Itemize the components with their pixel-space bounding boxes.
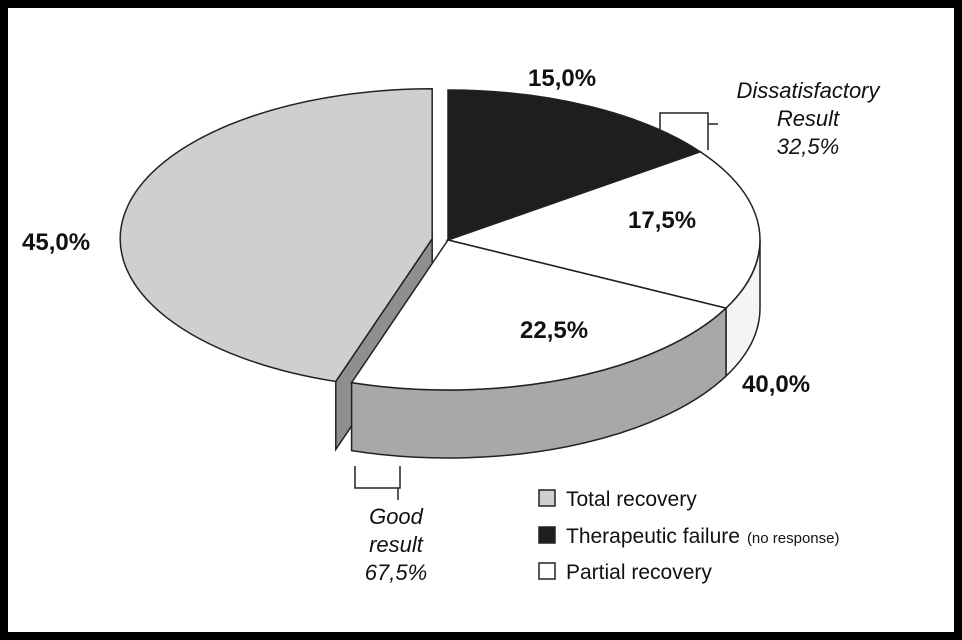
label-therapeutic-failure: 15,0% — [528, 65, 596, 92]
pie-slice-1 — [447, 89, 703, 242]
pie-tops — [119, 88, 761, 391]
dissatisfactory-line1: Dissatisfactory — [736, 78, 881, 103]
legend-label-therapeutic-failure-note: (no response) — [747, 530, 840, 547]
good-result-line2: result — [369, 532, 424, 557]
label-partial-recovery-a: 17,5% — [628, 207, 696, 234]
good-result-line1: Good — [369, 504, 424, 529]
pie-slice-0 — [119, 88, 433, 383]
legend-swatch-total-recovery — [538, 489, 556, 507]
good-result-value: 67,5% — [365, 560, 427, 585]
label-partial-total: 40,0% — [742, 371, 810, 398]
pie-slice-3 — [350, 239, 728, 391]
dissatisfactory-bracket — [659, 112, 718, 150]
legend-swatch-partial-recovery — [538, 562, 556, 580]
chart-frame: 45,0% 15,0% 17,5% 22,5% 40,0% Dissatisfa… — [8, 8, 954, 632]
good-result-bracket — [354, 466, 401, 500]
dissatisfactory-value: 32,5% — [777, 134, 839, 159]
legend-label-therapeutic-failure: Therapeutic failure (no response) — [566, 525, 840, 548]
label-total-recovery: 45,0% — [22, 229, 90, 256]
legend: Total recovery Therapeutic failure (no re… — [538, 488, 840, 584]
dissatisfactory-line2: Result — [777, 106, 840, 131]
legend-label-partial-recovery: Partial recovery — [566, 561, 712, 584]
pie-slice-2 — [445, 151, 761, 309]
legend-swatch-therapeutic-failure — [538, 526, 556, 544]
legend-label-therapeutic-failure-main: Therapeutic failure — [566, 525, 740, 548]
pie-chart: 45,0% 15,0% 17,5% 22,5% 40,0% Dissatisfa… — [22, 65, 882, 585]
label-partial-recovery-b: 22,5% — [520, 317, 588, 344]
legend-label-total-recovery: Total recovery — [566, 488, 697, 511]
